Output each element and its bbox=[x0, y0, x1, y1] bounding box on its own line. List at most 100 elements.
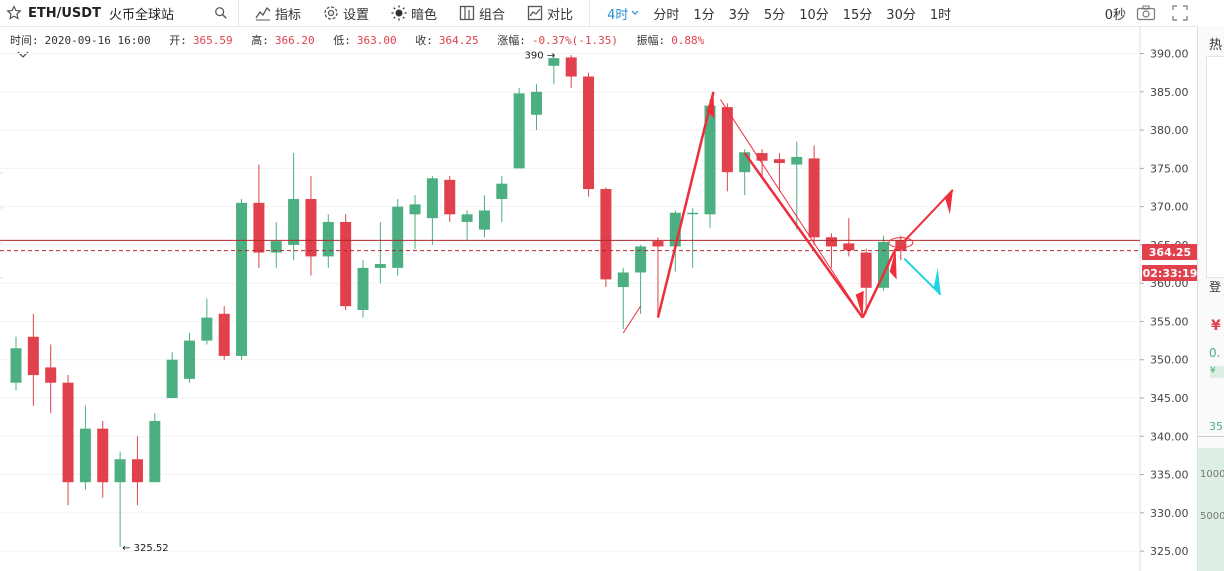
candle-body bbox=[773, 159, 785, 164]
camera-icon[interactable] bbox=[1136, 5, 1156, 21]
right-side-panel: 热 登 ¥ 0. ¥ 35 1000 5000 bbox=[1197, 26, 1224, 571]
candle-body bbox=[513, 93, 525, 169]
candle-body bbox=[426, 178, 438, 219]
candle-body bbox=[860, 252, 872, 288]
y-tick-label: 345.00 bbox=[1150, 392, 1189, 405]
edge-tick: · bbox=[0, 239, 3, 248]
candle-body bbox=[305, 198, 317, 257]
candle-body bbox=[531, 91, 542, 115]
timeframe-0[interactable]: 4时 bbox=[600, 4, 646, 23]
low-value: 363.00 bbox=[356, 34, 397, 47]
trend-arrow-rebound bbox=[861, 248, 897, 319]
open-value: 365.59 bbox=[192, 34, 233, 47]
arrow-head bbox=[889, 248, 897, 280]
last-price-label: 364.25 bbox=[1142, 244, 1198, 260]
indicators-label: 指标 bbox=[274, 7, 301, 23]
high-label: 高: bbox=[251, 34, 269, 47]
y-tick-label: 375.00 bbox=[1150, 162, 1189, 175]
dark-mode-label: 暗色 bbox=[411, 7, 438, 23]
timeframe-8[interactable]: 1时 bbox=[929, 7, 952, 23]
panel-change-label: 0. bbox=[1209, 346, 1221, 360]
countdown-label: 02:33:19 bbox=[1142, 265, 1198, 281]
candle-body bbox=[791, 156, 803, 165]
edge-tick: · bbox=[0, 274, 3, 283]
close-label: 收: bbox=[415, 34, 433, 47]
timeframe-6[interactable]: 15分 bbox=[842, 7, 873, 23]
candle-body bbox=[27, 336, 39, 376]
star-icon[interactable] bbox=[6, 5, 22, 21]
candle-body bbox=[739, 152, 751, 173]
timeframe-2[interactable]: 1分 bbox=[693, 7, 715, 23]
indicator-icon bbox=[255, 6, 271, 21]
candle-body bbox=[236, 202, 248, 356]
candle-body bbox=[201, 317, 213, 341]
low-label: 低: bbox=[333, 34, 351, 47]
trend-line-down bbox=[719, 99, 864, 318]
timeframe-1[interactable]: 分时 bbox=[653, 7, 680, 23]
panel-divider bbox=[1198, 436, 1224, 437]
arrow-head bbox=[933, 267, 941, 295]
candle-body bbox=[756, 153, 768, 161]
candle-body bbox=[10, 348, 22, 383]
candle-body bbox=[45, 367, 57, 383]
candle-body bbox=[322, 221, 334, 257]
candle-body bbox=[669, 212, 681, 247]
y-tick-label: 385.00 bbox=[1150, 86, 1189, 99]
timeframe-5[interactable]: 10分 bbox=[799, 7, 829, 23]
candle-body bbox=[131, 459, 143, 483]
y-tick-label: 330.00 bbox=[1150, 507, 1189, 520]
ohlc-info-bar: 时间: 2020-09-16 16:00 开: 365.59 高: 366.20 低:… bbox=[10, 32, 716, 48]
open-label: 开: bbox=[169, 34, 187, 47]
exchange-label[interactable]: 火币全球站 bbox=[108, 7, 174, 23]
edge-tick: · bbox=[0, 204, 3, 213]
candle-body bbox=[721, 107, 733, 173]
search-icon[interactable] bbox=[214, 6, 228, 20]
y-tick-label: 340.00 bbox=[1150, 430, 1189, 443]
candle-body bbox=[687, 212, 699, 215]
fullscreen-icon[interactable] bbox=[1172, 5, 1188, 21]
combo-button[interactable]: 组合 bbox=[453, 0, 511, 26]
y-tick-label: 380.00 bbox=[1150, 124, 1189, 137]
candle-body bbox=[392, 206, 404, 268]
dark-mode-button[interactable]: 暗色 bbox=[385, 0, 443, 26]
combo-label: 组合 bbox=[479, 7, 506, 23]
panel-depth-chart bbox=[1198, 448, 1224, 571]
compare-label: 对比 bbox=[547, 7, 574, 23]
candle-body bbox=[825, 237, 837, 247]
trend-arrow-up bbox=[656, 91, 715, 318]
indicators-button[interactable]: 指标 bbox=[249, 0, 307, 26]
timeframe-4[interactable]: 5分 bbox=[763, 7, 786, 23]
candle-body bbox=[409, 204, 421, 215]
candle-body bbox=[583, 76, 595, 190]
arrow-head bbox=[706, 91, 715, 119]
candle-body bbox=[600, 189, 612, 280]
candle-body bbox=[895, 240, 907, 251]
y-tick-label: 350.00 bbox=[1150, 354, 1189, 367]
timeframe-active-label: 4时 bbox=[607, 7, 629, 23]
y-tick-label: 390.00 bbox=[1150, 48, 1189, 61]
candle-body bbox=[565, 57, 577, 77]
panel-hot-label: 热 bbox=[1209, 38, 1223, 53]
arrow-head bbox=[944, 189, 953, 215]
panel-depth-label: 35 bbox=[1209, 420, 1223, 433]
amplitude-label: 振幅: bbox=[636, 34, 666, 47]
compare-button[interactable]: 对比 bbox=[521, 0, 579, 26]
projection-arrow-down bbox=[903, 257, 942, 296]
arrow-head bbox=[855, 290, 864, 318]
chevron-down-icon bbox=[631, 10, 639, 15]
gear-icon bbox=[324, 6, 338, 20]
candlestick-chart[interactable]: 325.00 330.00 335.00 340.00 345.00 350.00 355.… bbox=[0, 26, 1196, 571]
candle-body bbox=[496, 183, 508, 199]
trend-arrow-down bbox=[743, 152, 864, 319]
trend-line bbox=[622, 305, 642, 334]
pair-label[interactable]: ETH/USDT bbox=[28, 5, 101, 21]
candle-body bbox=[878, 241, 889, 288]
change-label: 涨幅: bbox=[497, 34, 526, 47]
projection-arrow-up bbox=[903, 189, 954, 242]
panel-cny-badge: ¥ bbox=[1210, 366, 1224, 378]
candle-body bbox=[652, 241, 664, 247]
timeframe-7[interactable]: 30分 bbox=[886, 7, 916, 23]
timeframe-3[interactable]: 3分 bbox=[728, 7, 750, 23]
settings-button[interactable]: 设置 bbox=[317, 0, 375, 26]
candle-body bbox=[166, 359, 178, 399]
